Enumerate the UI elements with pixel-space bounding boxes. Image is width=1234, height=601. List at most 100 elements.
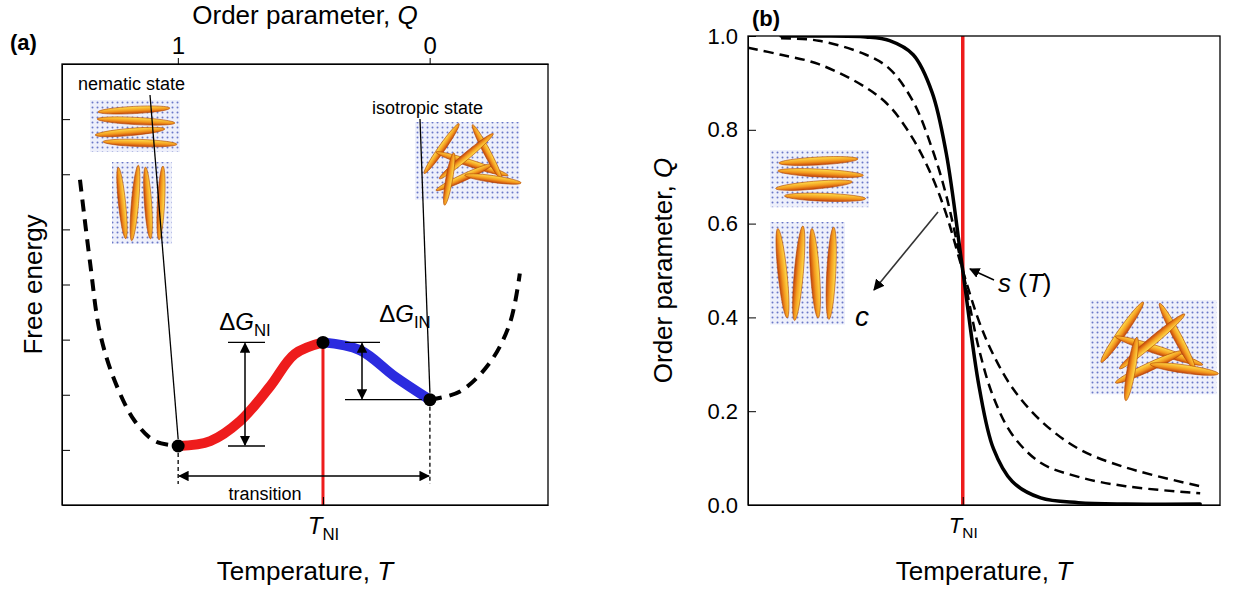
tick-mark bbox=[748, 411, 756, 412]
plot-frame bbox=[748, 36, 1220, 505]
tick: 0.6 bbox=[707, 211, 756, 236]
title-symbol: T bbox=[377, 556, 395, 586]
annotation: ΔGIN bbox=[379, 300, 430, 332]
tick-mark bbox=[748, 317, 756, 318]
molecule bbox=[128, 165, 142, 241]
curve bbox=[781, 38, 1200, 493]
plot-area bbox=[748, 36, 1200, 505]
tick: TNI bbox=[308, 497, 339, 544]
molecule bbox=[142, 167, 154, 239]
tick: 0 bbox=[423, 32, 436, 64]
tick-mark bbox=[62, 174, 70, 175]
molecule bbox=[824, 227, 838, 320]
tick-label: 1 bbox=[172, 32, 185, 59]
annotation-marks bbox=[150, 95, 430, 484]
tick: 1 bbox=[172, 32, 185, 64]
molecule bbox=[103, 138, 177, 148]
panel-label: (a) bbox=[10, 30, 37, 55]
annotation: c bbox=[855, 301, 869, 332]
title-symbol: T bbox=[1056, 556, 1074, 586]
title-run: Order parameter, bbox=[648, 178, 678, 383]
panel: TNI0.00.20.40.60.81.0Temperature, TOrder… bbox=[648, 6, 1221, 586]
tick-mark bbox=[323, 497, 324, 505]
molecule bbox=[464, 172, 521, 187]
level-line bbox=[345, 399, 422, 400]
annotation-main: ΔG bbox=[379, 300, 414, 327]
tick bbox=[62, 174, 70, 175]
molecule bbox=[1117, 311, 1188, 372]
arrow bbox=[361, 343, 363, 398]
annotation: s (T) bbox=[998, 268, 1051, 298]
curve bbox=[80, 180, 178, 446]
math-run: G bbox=[395, 300, 414, 327]
tick bbox=[62, 395, 70, 396]
y-axis-title: Order parameter, Q bbox=[648, 158, 678, 383]
molecule bbox=[115, 167, 130, 239]
tick: 0.0 bbox=[707, 493, 756, 518]
tick: TNI bbox=[949, 497, 978, 541]
tick-mark bbox=[62, 395, 70, 396]
molecule-inset bbox=[415, 122, 522, 206]
drop-line bbox=[429, 407, 430, 484]
tick-label: 0.4 bbox=[707, 305, 738, 330]
math-run: c bbox=[855, 301, 869, 332]
title-run: Temperature, bbox=[217, 556, 377, 586]
title-run: Temperature, bbox=[896, 556, 1056, 586]
leader-line bbox=[150, 95, 178, 439]
molecule bbox=[779, 155, 859, 167]
curve bbox=[781, 36, 1200, 504]
axis-line bbox=[748, 37, 749, 506]
axis-line bbox=[63, 505, 549, 506]
x-axis-title: Temperature, T bbox=[896, 556, 1074, 586]
tick-label-subscript: NI bbox=[322, 525, 339, 544]
tick-label: 0.2 bbox=[707, 399, 738, 424]
annotation-main: ΔG bbox=[219, 308, 254, 335]
tick bbox=[62, 340, 70, 341]
inset-ground bbox=[770, 222, 845, 325]
molecule-inset bbox=[112, 162, 172, 244]
title-run: Order parameter, bbox=[192, 0, 397, 30]
annotation: isotropic state bbox=[372, 98, 483, 118]
axis-line bbox=[63, 64, 549, 65]
tick-label-subscript: NI bbox=[962, 524, 977, 541]
panel-label: (b) bbox=[752, 6, 780, 31]
tick-mark bbox=[748, 36, 756, 37]
annotation: transition bbox=[228, 484, 301, 504]
data-point bbox=[316, 336, 329, 349]
inset-ground bbox=[112, 162, 172, 244]
data-point bbox=[172, 440, 185, 453]
molecule bbox=[773, 228, 791, 318]
tick bbox=[62, 119, 70, 120]
curve bbox=[430, 273, 520, 399]
math-run: s bbox=[998, 268, 1011, 298]
inset-ground bbox=[90, 100, 180, 152]
level-line bbox=[228, 445, 265, 446]
molecule-inset bbox=[1090, 300, 1219, 402]
drop-line bbox=[178, 453, 179, 484]
inset-ground bbox=[415, 122, 520, 200]
molecule bbox=[437, 131, 495, 181]
tick: 0.4 bbox=[707, 305, 756, 330]
annotation-marks bbox=[874, 212, 994, 290]
axis-line bbox=[749, 505, 1221, 506]
reference-line bbox=[321, 342, 324, 505]
curve bbox=[748, 48, 1200, 487]
molecule bbox=[778, 167, 864, 179]
math-run: ) bbox=[1043, 268, 1052, 298]
arrow bbox=[179, 475, 429, 477]
molecule bbox=[98, 105, 170, 116]
annotation: ΔGNI bbox=[219, 308, 270, 340]
molecule bbox=[441, 152, 457, 206]
tick-label: 0.8 bbox=[707, 117, 738, 142]
title-symbol: Q bbox=[648, 158, 678, 178]
y-axis bbox=[62, 65, 70, 506]
molecule bbox=[775, 178, 852, 193]
tick-mark bbox=[62, 229, 70, 230]
molecule bbox=[790, 226, 807, 321]
level-line bbox=[228, 342, 265, 343]
tick-label: 0.0 bbox=[707, 493, 738, 518]
arrow bbox=[970, 269, 994, 280]
tick: 0.8 bbox=[707, 117, 756, 142]
molecule-inset bbox=[770, 222, 845, 325]
x-axis: TNI bbox=[749, 497, 1221, 541]
